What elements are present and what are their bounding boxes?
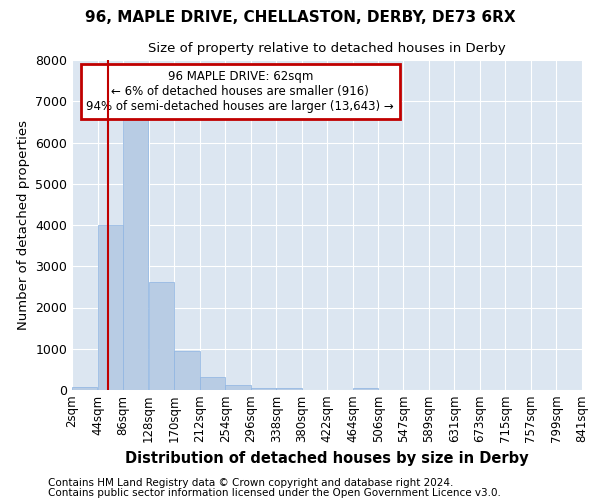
Bar (277, 388, 302, 390)
Bar (174, 351, 199, 390)
Bar (226, 385, 251, 390)
Bar (98, 225, 123, 390)
Bar (200, 377, 225, 390)
Bar (72, 387, 97, 390)
Text: Contains HM Land Registry data © Crown copyright and database right 2024.: Contains HM Land Registry data © Crown c… (48, 478, 454, 488)
Text: 96 MAPLE DRIVE: 62sqm
← 6% of detached houses are smaller (916)
94% of semi-deta: 96 MAPLE DRIVE: 62sqm ← 6% of detached h… (86, 70, 394, 113)
Bar (149, 282, 174, 390)
Title: Size of property relative to detached houses in Derby: Size of property relative to detached ho… (148, 42, 506, 54)
X-axis label: Distribution of detached houses by size in Derby: Distribution of detached houses by size … (125, 451, 529, 466)
Bar (353, 388, 378, 390)
Bar (251, 388, 276, 390)
Y-axis label: Number of detached properties: Number of detached properties (17, 120, 29, 330)
Text: 96, MAPLE DRIVE, CHELLASTON, DERBY, DE73 6RX: 96, MAPLE DRIVE, CHELLASTON, DERBY, DE73… (85, 10, 515, 25)
Text: Contains public sector information licensed under the Open Government Licence v3: Contains public sector information licen… (48, 488, 501, 498)
Bar (123, 118, 148, 390)
